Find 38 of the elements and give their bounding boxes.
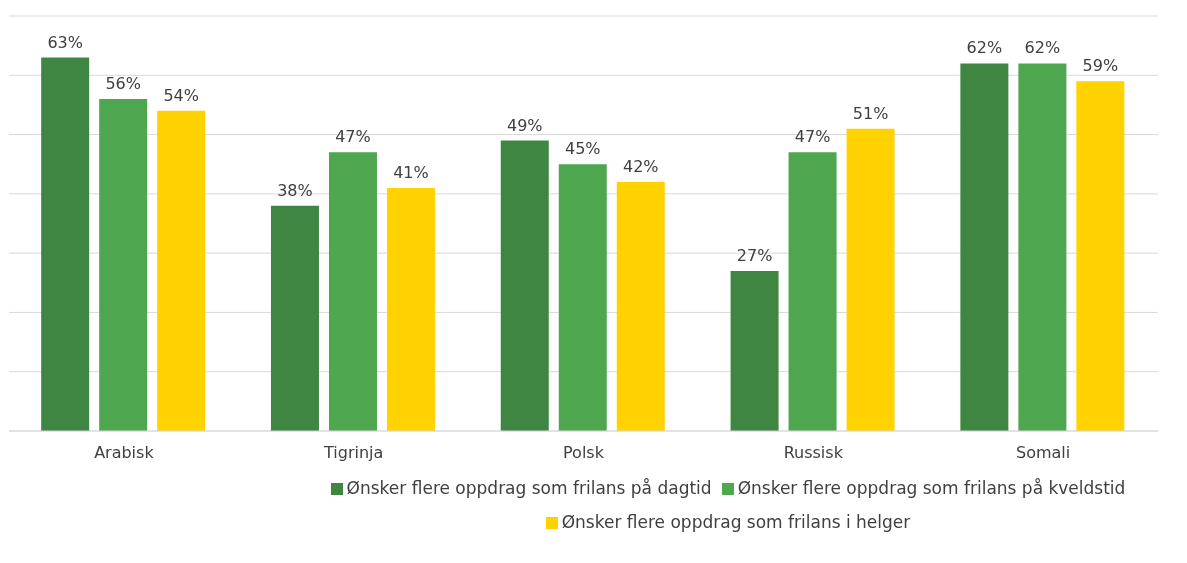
data-label: 41% [393,162,429,182]
data-label: 47% [335,127,371,147]
bar [846,128,895,431]
x-tick-label: Tigrinja [323,443,384,463]
data-label: 59% [1082,56,1119,76]
x-tick-label: Polsk [563,443,605,463]
bar [328,152,377,431]
bar [558,164,607,431]
data-label: 27% [736,245,773,265]
data-label: 54% [163,85,199,105]
data-label: 62% [966,38,1003,58]
bar [788,152,837,431]
bar [1076,81,1125,431]
bar [41,57,90,431]
bar [616,182,665,431]
legend-label: Ønsker flere oppdrag som frilans på dagtid [346,478,712,498]
bar [960,63,1009,431]
bar [99,99,148,431]
bar [1018,63,1067,431]
data-label: 62% [1024,38,1061,58]
bar [270,205,319,431]
x-tick-label: Somali [1015,443,1071,463]
data-label: 47% [794,127,831,147]
legend-label: Ønsker flere oppdrag som frilans i helger [561,512,911,532]
bar [386,187,435,431]
bar [157,110,206,431]
data-label: 38% [277,180,313,200]
legend-label: Ønsker flere oppdrag som frilans på kveldstid [737,478,1126,498]
data-label: 63% [47,32,83,52]
data-label: 45% [564,139,601,159]
data-label: 51% [852,103,889,123]
x-tick-label: Arabisk [94,443,155,463]
data-label: 56% [105,74,141,93]
data-label: 42% [622,157,659,176]
x-tick-label: Russisk [783,443,844,463]
bar [500,140,549,431]
bar [730,270,779,431]
data-label: 49% [506,115,543,135]
